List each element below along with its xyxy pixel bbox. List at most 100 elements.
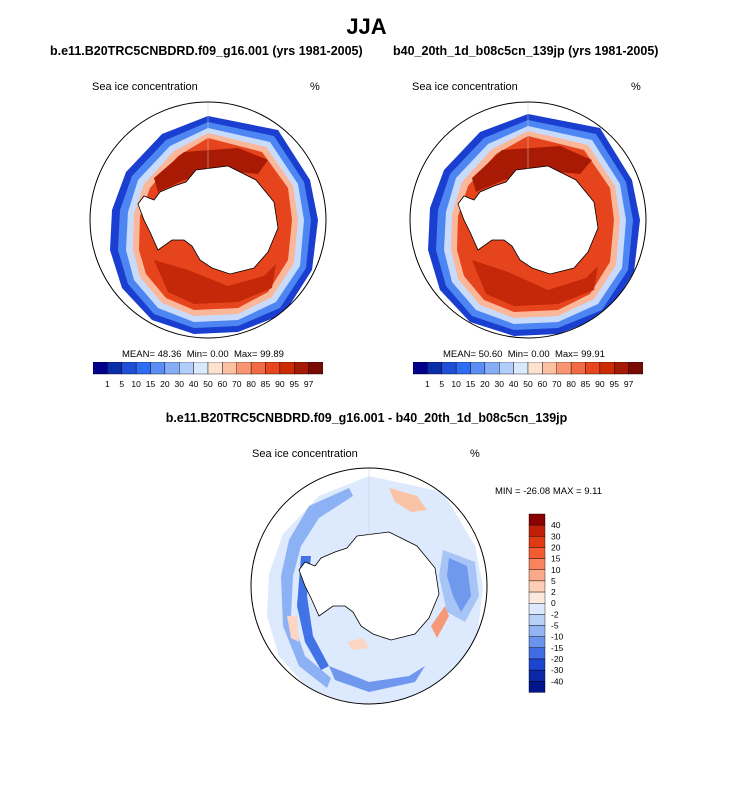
- colorbar-tick-label: 80: [566, 379, 576, 389]
- colorbar-tick-label: 85: [261, 379, 271, 389]
- colorbar-tick-label: 10: [551, 565, 561, 575]
- colorbar-tick-label: 20: [160, 379, 170, 389]
- colorbar-tick-label: 90: [595, 379, 605, 389]
- colorbar-swatch: [556, 362, 572, 375]
- colorbar-tick-label: 95: [290, 379, 300, 389]
- diff-variable-label: Sea ice concentration: [252, 448, 358, 460]
- right-units-label: %: [631, 81, 641, 93]
- colorbar-tick-label: 90: [275, 379, 285, 389]
- colorbar-swatch: [308, 362, 323, 375]
- figure-title: JJA: [346, 14, 387, 39]
- colorbar-tick-label: 0: [551, 598, 556, 608]
- colorbar-tick-label: 80: [246, 379, 256, 389]
- colorbar-swatch: [193, 362, 209, 375]
- left-max-label: Max=: [233, 349, 258, 360]
- colorbar-swatch: [528, 558, 546, 570]
- left-max-value: 99.89: [260, 349, 284, 360]
- right-stats: MEAN= 50.60 Min= 0.00 Max= 99.91: [443, 349, 605, 360]
- colorbar-tick-label: 5: [439, 379, 444, 389]
- colorbar-tick-label: 60: [218, 379, 228, 389]
- colorbar-swatch: [528, 636, 546, 649]
- colorbar-swatch: [413, 362, 428, 375]
- colorbar-swatch: [150, 362, 166, 375]
- colorbar-swatch: [628, 362, 643, 375]
- colorbar-tick-label: -30: [551, 665, 564, 675]
- diff-antarctica: [298, 531, 440, 641]
- colorbar-tick-label: 1: [105, 379, 110, 389]
- colorbar-swatch: [527, 362, 543, 375]
- colorbar-swatch: [528, 569, 546, 582]
- colorbar-swatch: [528, 547, 546, 559]
- colorbar-tick-label: 30: [495, 379, 505, 389]
- colorbar-tick-label: 15: [466, 379, 476, 389]
- right-mean-label: MEAN=: [443, 349, 476, 360]
- colorbar-tick-label: 40: [551, 520, 561, 530]
- colorbar-swatch: [528, 603, 546, 615]
- colorbar-swatch: [614, 362, 629, 375]
- colorbar-swatch: [528, 658, 546, 671]
- colorbar-tick-label: 2: [551, 587, 556, 597]
- colorbar-tick-label: 15: [551, 554, 561, 564]
- colorbar-swatch: [528, 614, 546, 626]
- colorbar-swatch: [250, 362, 266, 375]
- right-sea-ice-map: [409, 101, 647, 339]
- colorbar-tick-label: 40: [509, 379, 519, 389]
- diff-title: b.e11.B20TRC5CNBDRD.f09_g16.001 - b40_20…: [165, 411, 568, 425]
- right-colorbar: 1 5 10 15 20 30 40 50 60 70 80 85 90 95 97: [413, 362, 643, 389]
- colorbar-swatch: [179, 362, 194, 375]
- colorbar-swatch: [528, 591, 546, 604]
- colorbar-swatch: [294, 362, 309, 375]
- colorbar-tick-label: 5: [119, 379, 124, 389]
- colorbar-swatch: [222, 362, 237, 375]
- colorbar-tick-label: 1: [425, 379, 430, 389]
- colorbar-tick-label: 70: [552, 379, 562, 389]
- left-min-label: Min=: [186, 349, 208, 360]
- colorbar-tick-label: 5: [551, 576, 556, 586]
- colorbar-swatch: [265, 362, 281, 375]
- colorbar-swatch: [279, 362, 295, 375]
- right-min-label: Min=: [507, 349, 529, 360]
- colorbar-tick-label: -10: [551, 632, 564, 642]
- colorbar-tick-label: 60: [538, 379, 548, 389]
- colorbar-tick-label: 20: [551, 542, 561, 552]
- colorbar-swatch: [599, 362, 615, 375]
- colorbar-tick-label: 40: [189, 379, 199, 389]
- colorbar-tick-label: 10: [131, 379, 141, 389]
- colorbar-swatch: [542, 362, 557, 375]
- colorbar-tick-label: 85: [581, 379, 591, 389]
- left-antarctica: [137, 165, 279, 275]
- colorbar-swatch: [499, 362, 514, 375]
- colorbar-tick-label: 30: [551, 531, 561, 541]
- colorbar-swatch: [528, 524, 546, 537]
- colorbar-tick-label: -15: [551, 643, 564, 653]
- colorbar-swatch: [121, 362, 137, 375]
- colorbar-swatch: [528, 536, 546, 548]
- colorbar-swatch: [528, 580, 546, 593]
- colorbar-swatch: [207, 362, 223, 375]
- colorbar-tick-label: -2: [551, 609, 559, 619]
- colorbar-swatch: [528, 647, 546, 660]
- colorbar-swatch: [528, 625, 546, 637]
- left-stats: MEAN= 48.36 Min= 0.00 Max= 99.89: [122, 349, 284, 360]
- colorbar-swatch: [455, 362, 471, 375]
- diff-units-label: %: [470, 448, 480, 460]
- colorbar-swatch: [93, 362, 108, 375]
- diff-sea-ice-map: [250, 467, 488, 705]
- colorbar-swatch: [528, 669, 546, 682]
- left-colorbar: 1 5 10 15 20 30 40 50 60 70 80 85 90 95 97: [93, 362, 323, 389]
- colorbar-swatch: [513, 362, 529, 375]
- left-variable-label: Sea ice concentration: [92, 81, 198, 93]
- colorbar-swatch: [441, 362, 457, 375]
- colorbar-swatch: [528, 681, 546, 693]
- colorbar-swatch: [236, 362, 252, 375]
- colorbar-tick-label: -20: [551, 654, 564, 664]
- left-sea-ice-map: [89, 101, 327, 339]
- colorbar-tick-label: 97: [304, 379, 314, 389]
- colorbar-tick-label: 97: [624, 379, 634, 389]
- right-case-title: b40_20th_1d_b08c5cn_139jp (yrs 1981-2005…: [393, 44, 659, 58]
- right-mean-value: 50.60: [478, 349, 503, 360]
- colorbar-swatch: [484, 362, 500, 375]
- colorbar-swatch: [135, 362, 151, 375]
- colorbar-tick-label: 50: [203, 379, 213, 389]
